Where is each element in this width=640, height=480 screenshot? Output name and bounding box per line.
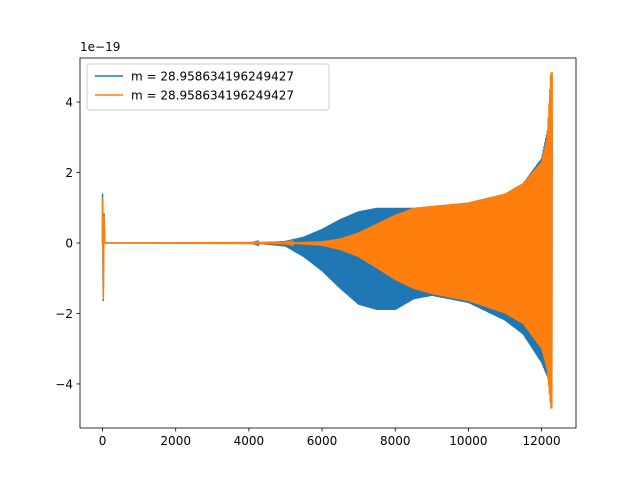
x-tick-label: 10000 <box>449 434 487 448</box>
x-tick-label: 2000 <box>160 434 191 448</box>
x-tick-label: 6000 <box>307 434 338 448</box>
y-tick-label: 0 <box>65 237 73 251</box>
legend-label-2: m = 28.958634196249427 <box>131 89 294 103</box>
y-tick-label: −2 <box>55 307 73 321</box>
x-tick-label: 4000 <box>234 434 265 448</box>
series-line-2 <box>101 72 553 409</box>
x-tick-label: 12000 <box>522 434 560 448</box>
series-layer <box>101 72 553 409</box>
legend: m = 28.958634196249427 m = 28.95863419624… <box>86 63 330 111</box>
y-offset-label: 1e−19 <box>80 40 120 54</box>
y-tick-label: 4 <box>65 96 73 110</box>
y-axis: −4 −2 0 2 4 <box>55 96 80 391</box>
legend-label-1: m = 28.958634196249427 <box>131 70 294 84</box>
legend-box <box>86 63 330 111</box>
x-tick-label: 0 <box>99 434 107 448</box>
y-tick-label: −4 <box>55 377 73 391</box>
y-tick-label: 2 <box>65 166 73 180</box>
x-tick-label: 8000 <box>380 434 411 448</box>
x-axis: 0 2000 4000 6000 8000 10000 12000 <box>99 428 561 448</box>
